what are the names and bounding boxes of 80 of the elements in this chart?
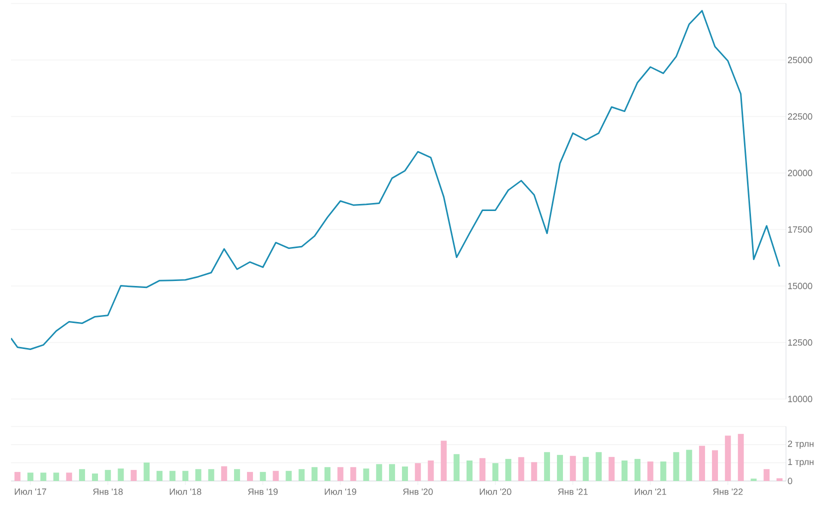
bar [208, 469, 214, 481]
bar [195, 469, 202, 481]
bar [518, 457, 524, 481]
bar [738, 434, 744, 481]
bar [118, 468, 124, 481]
y-tick-label: 15000 [788, 282, 812, 290]
bar [14, 472, 20, 481]
x-tick-label: Янв '21 [558, 488, 588, 495]
bar [40, 472, 46, 481]
bar [596, 452, 602, 481]
bar [144, 462, 150, 481]
bar [376, 464, 382, 481]
y-tick-label: 17500 [788, 226, 812, 233]
bar [776, 478, 783, 481]
y-tick-label: 25000 [788, 56, 812, 64]
bar [169, 470, 176, 481]
bar [182, 470, 188, 481]
y-tick-label: 0 [788, 478, 792, 484]
bar [544, 452, 550, 481]
bar [428, 460, 434, 481]
bar [660, 462, 666, 481]
bar [27, 472, 34, 481]
bar [634, 458, 640, 481]
bar [492, 463, 498, 481]
bar [440, 440, 447, 481]
bar [531, 462, 538, 481]
bar [130, 470, 137, 481]
y-tick-label: 12500 [788, 339, 812, 346]
bar [556, 454, 563, 481]
bar [764, 469, 770, 481]
bar [363, 468, 370, 481]
x-tick-label: Июл '17 [14, 488, 46, 495]
bar [246, 472, 253, 481]
bar [53, 472, 60, 481]
y-tick-label: 2 трлн [788, 440, 814, 449]
bar [414, 463, 421, 481]
bar [466, 460, 473, 481]
bar [479, 458, 486, 481]
bar [622, 460, 628, 481]
bar [724, 436, 731, 481]
bar [312, 467, 318, 481]
bar [324, 467, 330, 481]
bar [337, 467, 344, 481]
bar [272, 470, 279, 481]
bar [712, 450, 718, 481]
x-tick-label: Июл '21 [634, 488, 666, 495]
bar [260, 472, 266, 481]
bar [104, 470, 111, 481]
bar [699, 446, 706, 481]
bar [350, 467, 356, 481]
x-tick-label: Июл '19 [324, 488, 356, 495]
x-tick-label: Янв '19 [248, 488, 278, 495]
y-tick-label: 10000 [788, 396, 812, 402]
y-tick-label: 22500 [788, 113, 812, 120]
bar [582, 456, 589, 481]
bar [673, 452, 680, 481]
bar [66, 472, 72, 481]
bar [608, 456, 615, 481]
bar [389, 464, 396, 481]
bar [234, 469, 240, 481]
y-tick-label: 1 трлн [788, 458, 814, 467]
bar [92, 474, 98, 481]
line-series [11, 10, 780, 350]
x-tick-label: Янв '18 [93, 488, 123, 495]
bar [298, 469, 305, 481]
bar [402, 466, 408, 481]
bar [221, 466, 228, 481]
y-tick-label: 20000 [788, 170, 812, 176]
x-tick-label: Янв '22 [713, 488, 743, 495]
bar [570, 456, 576, 481]
bar [686, 450, 692, 481]
bar [286, 470, 292, 481]
x-tick-label: Июл '20 [480, 488, 512, 495]
bar [647, 462, 654, 481]
bar [454, 454, 460, 481]
bar [79, 469, 86, 481]
x-tick-label: Июл '18 [170, 488, 202, 495]
bar [156, 470, 163, 481]
x-tick-label: Янв '20 [403, 488, 433, 495]
bar [505, 458, 512, 481]
